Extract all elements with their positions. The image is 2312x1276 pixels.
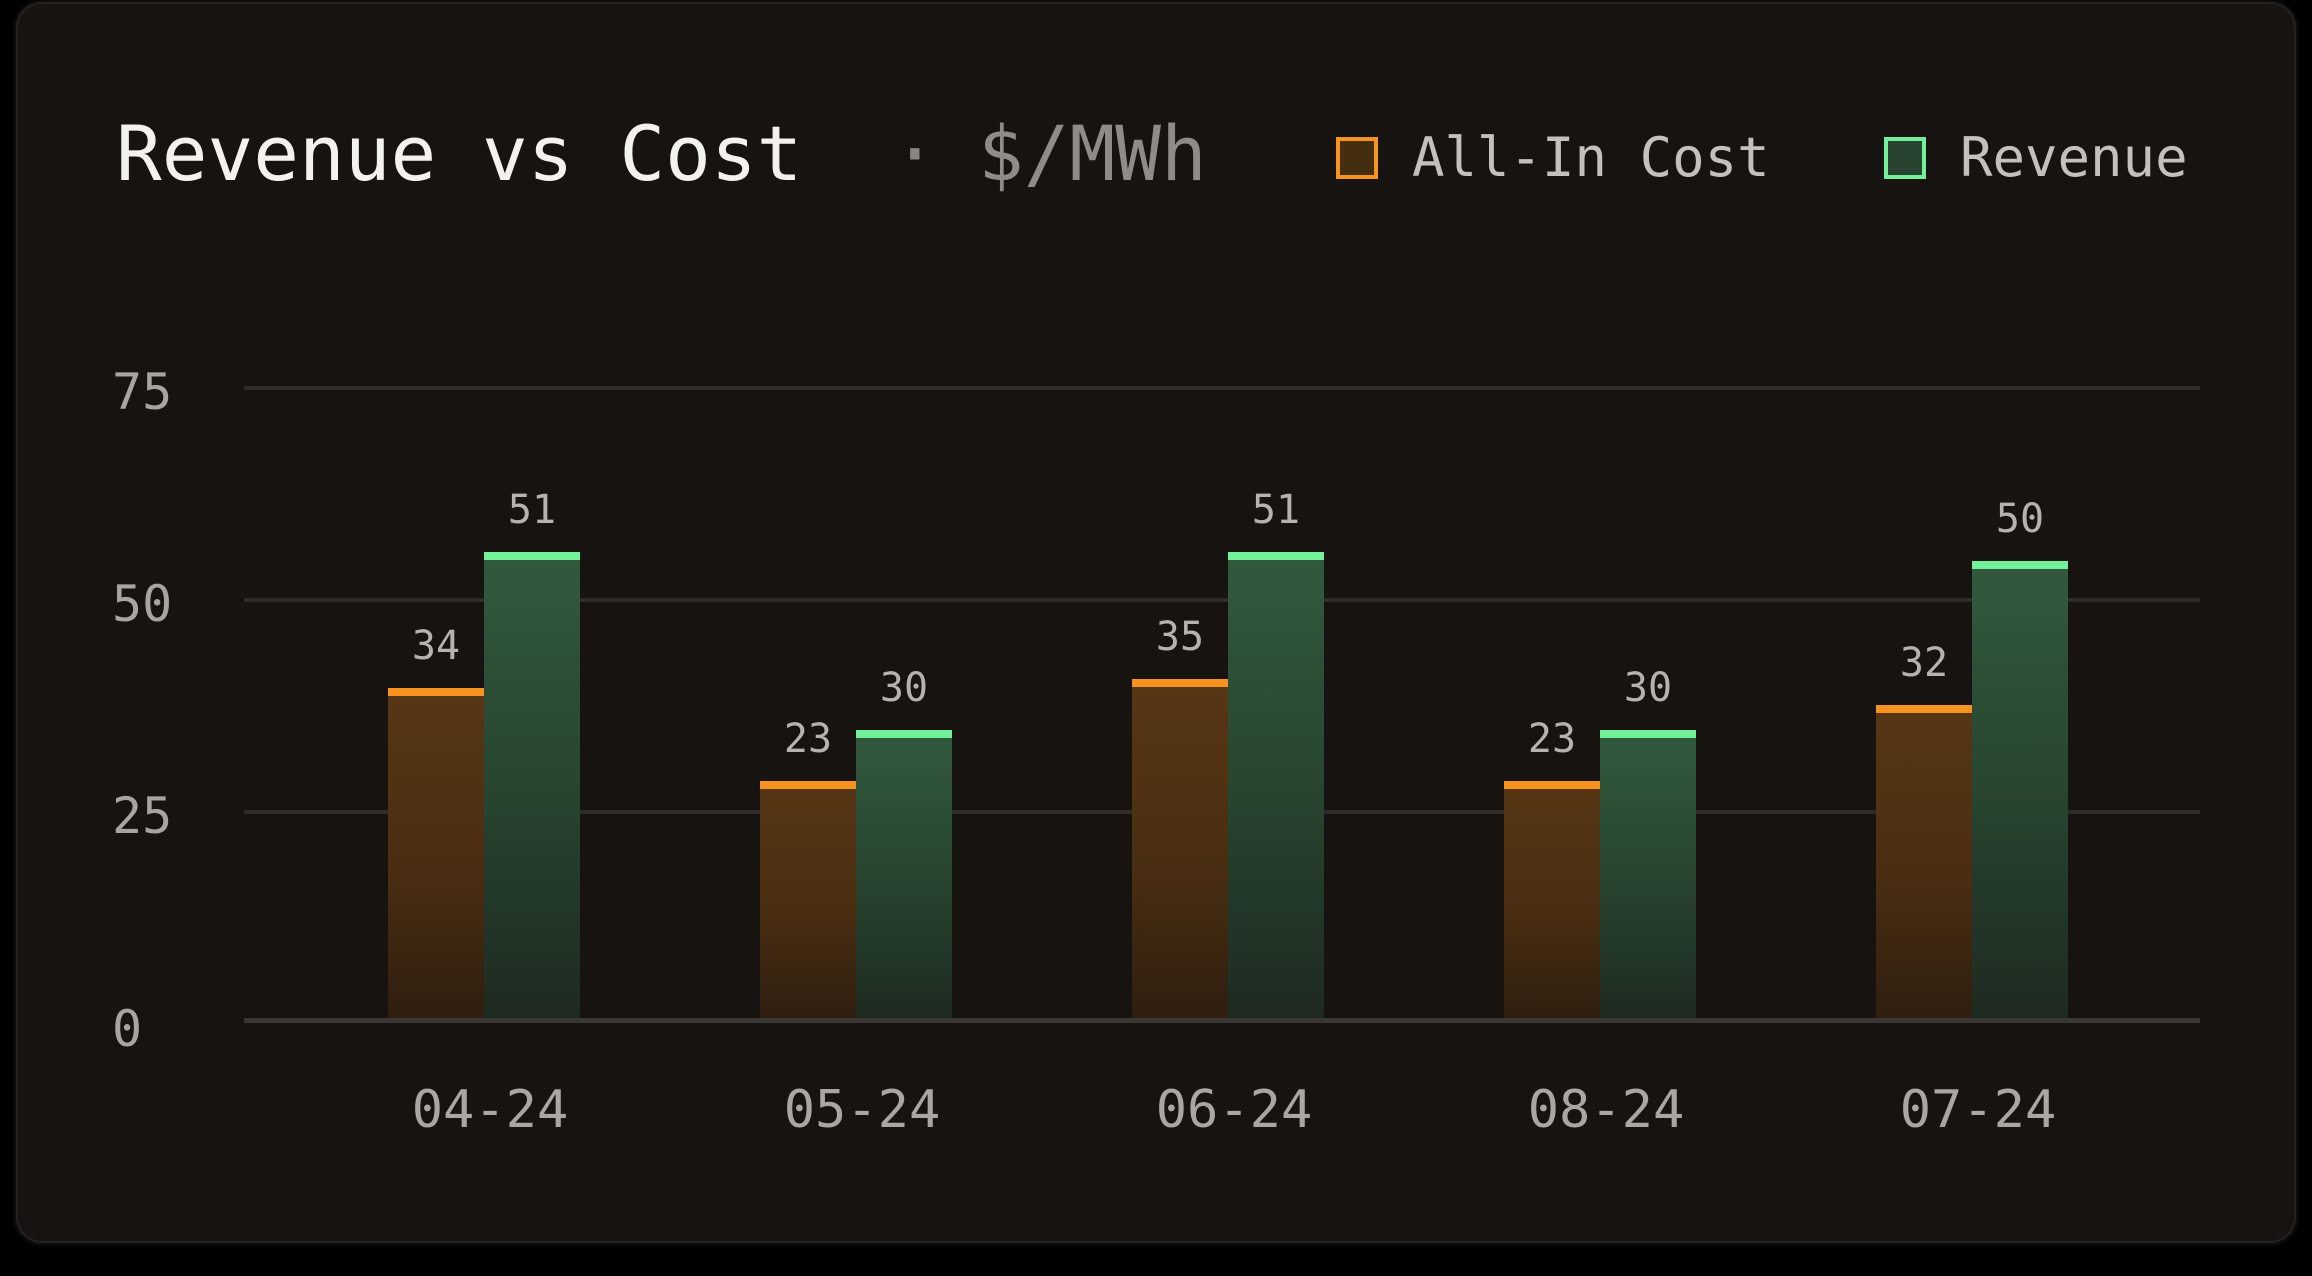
bar-cap — [1600, 730, 1696, 738]
revenue-bar-05-24[interactable] — [856, 730, 952, 1018]
chart-header: Revenue vs Cost · $/MWh All-In Cost Reve… — [16, 2, 2296, 242]
bar-value-label: 30 — [1623, 665, 1673, 711]
bar-value-label: 35 — [1155, 614, 1205, 660]
bar-value-label: 34 — [411, 623, 461, 669]
bar-cap — [1132, 679, 1228, 687]
cost-bar-05-24[interactable] — [760, 781, 856, 1018]
revenue-bar-08-24[interactable] — [1600, 730, 1696, 1018]
cost-bar-06-24[interactable] — [1132, 679, 1228, 1018]
x-tick-label: 04-24 — [411, 1080, 569, 1140]
chart-unit: $/MWh — [978, 109, 1207, 198]
bar-value-label: 23 — [1527, 716, 1577, 762]
chart-title: Revenue vs Cost — [116, 109, 803, 198]
y-tick-label: 25 — [112, 787, 173, 845]
x-tick-label: 08-24 — [1527, 1080, 1685, 1140]
bar-cap — [760, 781, 856, 789]
x-tick-label: 05-24 — [783, 1080, 941, 1140]
y-tick-label: 75 — [112, 363, 173, 421]
legend-swatch-cost-icon — [1336, 137, 1378, 179]
bar-value-label: 50 — [1995, 496, 2045, 542]
legend-item-all-in-cost[interactable]: All-In Cost — [1336, 130, 1770, 186]
x-tick-label: 07-24 — [1899, 1080, 2057, 1140]
cost-bar-04-24[interactable] — [388, 688, 484, 1018]
bar-value-label: 51 — [507, 487, 557, 533]
revenue-bar-07-24[interactable] — [1972, 561, 2068, 1018]
bar-value-label: 23 — [783, 716, 833, 762]
x-axis-line — [244, 1018, 2200, 1023]
cost-bar-08-24[interactable] — [1504, 781, 1600, 1018]
legend-item-revenue[interactable]: Revenue — [1884, 130, 2188, 186]
legend-label: Revenue — [1960, 126, 2188, 189]
bar-cap — [1228, 552, 1324, 560]
bar-cap — [1504, 781, 1600, 789]
gridline-50 — [244, 598, 2200, 602]
revenue-bar-04-24[interactable] — [484, 552, 580, 1018]
bar-cap — [1876, 705, 1972, 713]
title-separator: · — [892, 109, 938, 198]
legend-label: All-In Cost — [1412, 126, 1770, 189]
revenue-bar-06-24[interactable] — [1228, 552, 1324, 1018]
legend-swatch-revenue-icon — [1884, 137, 1926, 179]
bar-value-label: 51 — [1251, 487, 1301, 533]
bar-cap — [484, 552, 580, 560]
y-tick-label: 50 — [112, 575, 173, 633]
bar-value-label: 32 — [1899, 640, 1949, 686]
gridline-75 — [244, 386, 2200, 390]
y-tick-label: 0 — [112, 1000, 143, 1058]
bar-cap — [388, 688, 484, 696]
bar-value-label: 30 — [879, 665, 929, 711]
bar-cap — [1972, 561, 2068, 569]
cost-bar-07-24[interactable] — [1876, 705, 1972, 1018]
x-tick-label: 06-24 — [1155, 1080, 1313, 1140]
bar-cap — [856, 730, 952, 738]
chart-card: Revenue vs Cost · $/MWh All-In Cost Reve… — [16, 2, 2296, 1243]
